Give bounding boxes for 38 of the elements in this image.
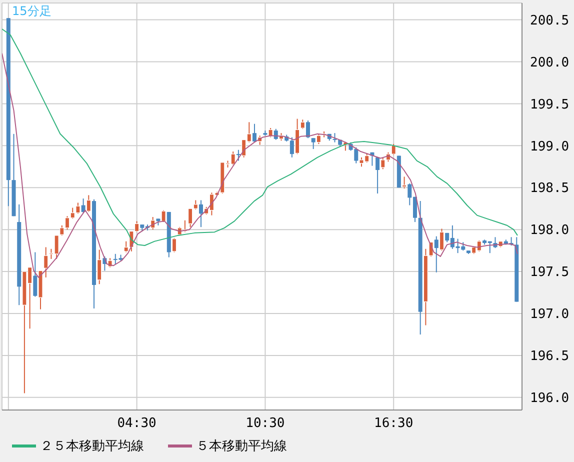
- x-tick-label: 16:30: [374, 416, 414, 432]
- candlestick: [402, 176, 407, 189]
- y-tick-label: 200.5: [530, 13, 570, 28]
- legend-label: ５本移動平均線: [196, 438, 287, 454]
- x-tick-label: 10:30: [246, 416, 285, 432]
- candlestick: [434, 236, 438, 273]
- candlestick: [44, 246, 48, 278]
- candlestick: [81, 198, 86, 214]
- candlestick: [97, 249, 102, 285]
- candlestick: [439, 228, 444, 252]
- candlestick: [306, 120, 310, 139]
- candlestick: [311, 138, 316, 150]
- legend-label: ２５本移動平均線: [40, 438, 144, 454]
- line-series: [2, 52, 518, 278]
- y-tick-label: 196.0: [530, 391, 570, 406]
- y-tick-label: 200.0: [530, 55, 570, 70]
- y-tick-label: 197.5: [530, 265, 570, 280]
- candlestick: [252, 123, 256, 143]
- y-tick-label: 199.5: [530, 97, 570, 112]
- candlestick: [376, 156, 380, 194]
- candlestick: [33, 252, 38, 298]
- candlestick: [316, 133, 321, 144]
- candlestick: [172, 237, 177, 253]
- candlestick: [290, 136, 294, 158]
- candlestick: [86, 194, 91, 212]
- y-tick-label: 198.0: [530, 223, 570, 238]
- y-tick-label: 199.0: [530, 139, 570, 154]
- line-series: [2, 28, 518, 246]
- candlestick: [300, 119, 305, 130]
- y-tick-label: 198.5: [530, 181, 570, 196]
- candlestick: [332, 132, 337, 143]
- x-tick-label: 04:30: [117, 416, 156, 432]
- y-tick-label: 196.5: [530, 349, 570, 364]
- candlestick: [295, 118, 300, 155]
- y-tick-label: 197.0: [530, 307, 570, 322]
- chart-title: 15分足: [12, 3, 52, 20]
- candlestick: [236, 149, 240, 162]
- candlestick: [199, 200, 203, 228]
